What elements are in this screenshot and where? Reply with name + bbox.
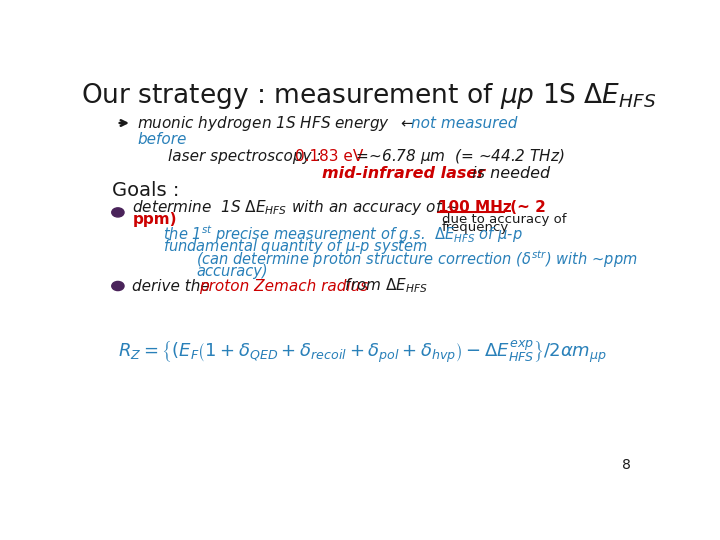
Text: (can determine proton structure correction ($\delta^{str}$) with ~ppm: (can determine proton structure correcti…: [196, 248, 638, 270]
Text: 100 MHz: 100 MHz: [438, 199, 511, 214]
Text: fundamental quantity of $\mu$-p system: fundamental quantity of $\mu$-p system: [163, 237, 427, 256]
Text: not measured: not measured: [411, 116, 517, 131]
Text: determine  1S $\Delta E_{HFS}$ with an accuracy of ~: determine 1S $\Delta E_{HFS}$ with an ac…: [132, 198, 461, 217]
Text: (~ 2: (~ 2: [505, 199, 546, 214]
Text: accuracy): accuracy): [196, 264, 268, 279]
Text: derive the: derive the: [132, 279, 215, 294]
Text: the 1$^{st}$ precise measurement of g.s.  $\Delta E_{HFS}$ of $\mu$-p: the 1$^{st}$ precise measurement of g.s.…: [163, 223, 523, 245]
Text: before: before: [138, 132, 186, 147]
Text: laser spectroscopy :: laser spectroscopy :: [168, 149, 331, 164]
Text: mid-infrared laser: mid-infrared laser: [322, 166, 485, 181]
Circle shape: [112, 208, 124, 217]
Text: from $\Delta E_{HFS}$: from $\Delta E_{HFS}$: [340, 276, 428, 295]
Text: =~6.78 $\mu$m  (= ~44.2 THz): =~6.78 $\mu$m (= ~44.2 THz): [351, 147, 564, 166]
Text: muonic hydrogen 1S HFS energy  $\leftarrow$: muonic hydrogen 1S HFS energy $\leftarro…: [138, 113, 419, 132]
Text: is needed: is needed: [467, 166, 550, 181]
Circle shape: [112, 281, 124, 291]
Text: due to accuracy of: due to accuracy of: [441, 213, 566, 226]
Text: proton Zemach radius: proton Zemach radius: [199, 279, 369, 294]
Text: Our strategy : measurement of $\mu p$ 1S $\Delta E_{HFS}$: Our strategy : measurement of $\mu p$ 1S…: [81, 82, 657, 111]
Text: ppm): ppm): [132, 212, 177, 227]
Text: Goals :: Goals :: [112, 181, 180, 200]
Text: $R_Z = \left\{(E_F\left(1 + \delta_{QED} + \delta_{recoil} + \delta_{pol} + \del: $R_Z = \left\{(E_F\left(1 + \delta_{QED}…: [118, 339, 607, 365]
Text: 8: 8: [622, 458, 631, 472]
Text: 0.183 eV: 0.183 eV: [295, 149, 364, 164]
Text: frequency: frequency: [441, 221, 509, 234]
